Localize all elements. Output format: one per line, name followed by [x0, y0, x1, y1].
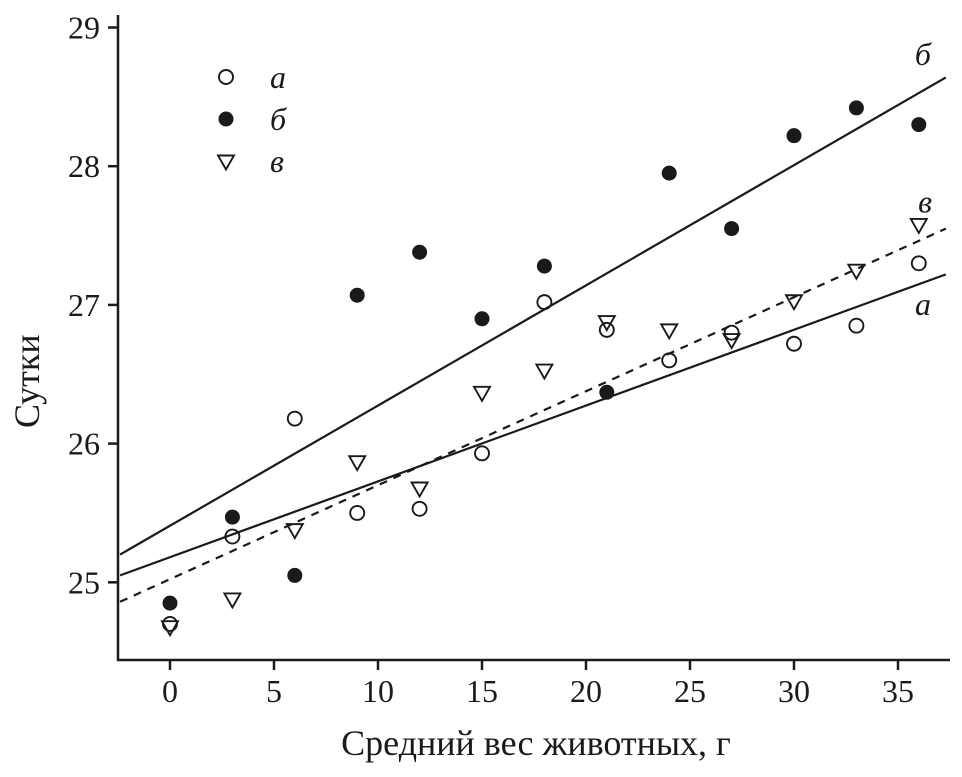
legend: абв	[216, 59, 287, 179]
x-tick-label: 5	[266, 673, 282, 709]
data-point	[909, 218, 929, 235]
data-point	[349, 505, 366, 521]
data-point	[910, 255, 927, 272]
x-tick-label: 30	[778, 673, 810, 709]
data-point	[911, 117, 927, 133]
legend-marker-б	[218, 111, 234, 127]
data-point	[285, 523, 305, 541]
data-point	[723, 324, 740, 341]
line-label-б: б	[915, 36, 932, 72]
y-tick-label: 27	[68, 287, 100, 323]
x-tick-label: 35	[882, 673, 914, 709]
data-point	[536, 294, 553, 311]
y-tick-label: 26	[68, 426, 100, 462]
trend-line-в	[119, 227, 947, 603]
data-point	[409, 481, 430, 499]
legend-label-а: а	[270, 59, 286, 95]
legend-label-в: в	[270, 143, 284, 179]
x-tick-label: 25	[674, 673, 706, 709]
axis-spines	[116, 15, 950, 662]
data-point	[222, 592, 243, 610]
data-point	[287, 567, 303, 583]
trend-line-б	[119, 76, 947, 556]
data-point	[412, 244, 428, 260]
data-point	[598, 321, 615, 338]
data-point	[160, 620, 180, 638]
data-point	[661, 352, 678, 369]
series-в	[160, 218, 929, 638]
y-tick-label: 28	[68, 148, 100, 184]
data-point	[786, 335, 802, 352]
data-point	[786, 128, 802, 144]
data-point	[349, 287, 365, 303]
data-point	[597, 315, 617, 332]
data-point	[286, 410, 303, 427]
legend-label-б: б	[270, 101, 287, 137]
data-point	[659, 323, 679, 341]
data-point	[162, 595, 178, 611]
data-point	[162, 615, 178, 632]
data-point	[724, 221, 740, 237]
data-point	[721, 333, 742, 350]
series-а	[162, 255, 927, 632]
data-point	[848, 100, 864, 116]
data-point	[536, 258, 552, 274]
data-point	[474, 445, 490, 462]
x-tick-label: 15	[466, 673, 498, 709]
data-point	[661, 165, 677, 181]
x-tick-label: 0	[162, 673, 178, 709]
x-axis-title: Средний вес животных, г	[341, 723, 731, 763]
data-point	[224, 509, 240, 525]
legend-marker-а	[218, 69, 234, 85]
data-point	[411, 500, 428, 517]
data-point	[474, 311, 490, 327]
data-point	[224, 528, 241, 545]
data-point	[846, 263, 867, 281]
trend-line-а	[119, 273, 947, 577]
data-point	[848, 317, 865, 334]
data-point	[534, 363, 555, 381]
data-point	[472, 385, 492, 403]
series-б	[162, 100, 927, 611]
data-point	[599, 384, 615, 400]
x-tick-label: 10	[362, 673, 394, 709]
y-tick-label: 29	[68, 9, 100, 45]
line-label-а: а	[915, 286, 931, 322]
data-point	[784, 294, 804, 312]
x-tick-label: 20	[570, 673, 602, 709]
legend-marker-в	[216, 154, 236, 172]
data-point	[347, 455, 367, 473]
y-tick-label: 25	[68, 564, 100, 600]
line-label-в: в	[918, 183, 932, 219]
